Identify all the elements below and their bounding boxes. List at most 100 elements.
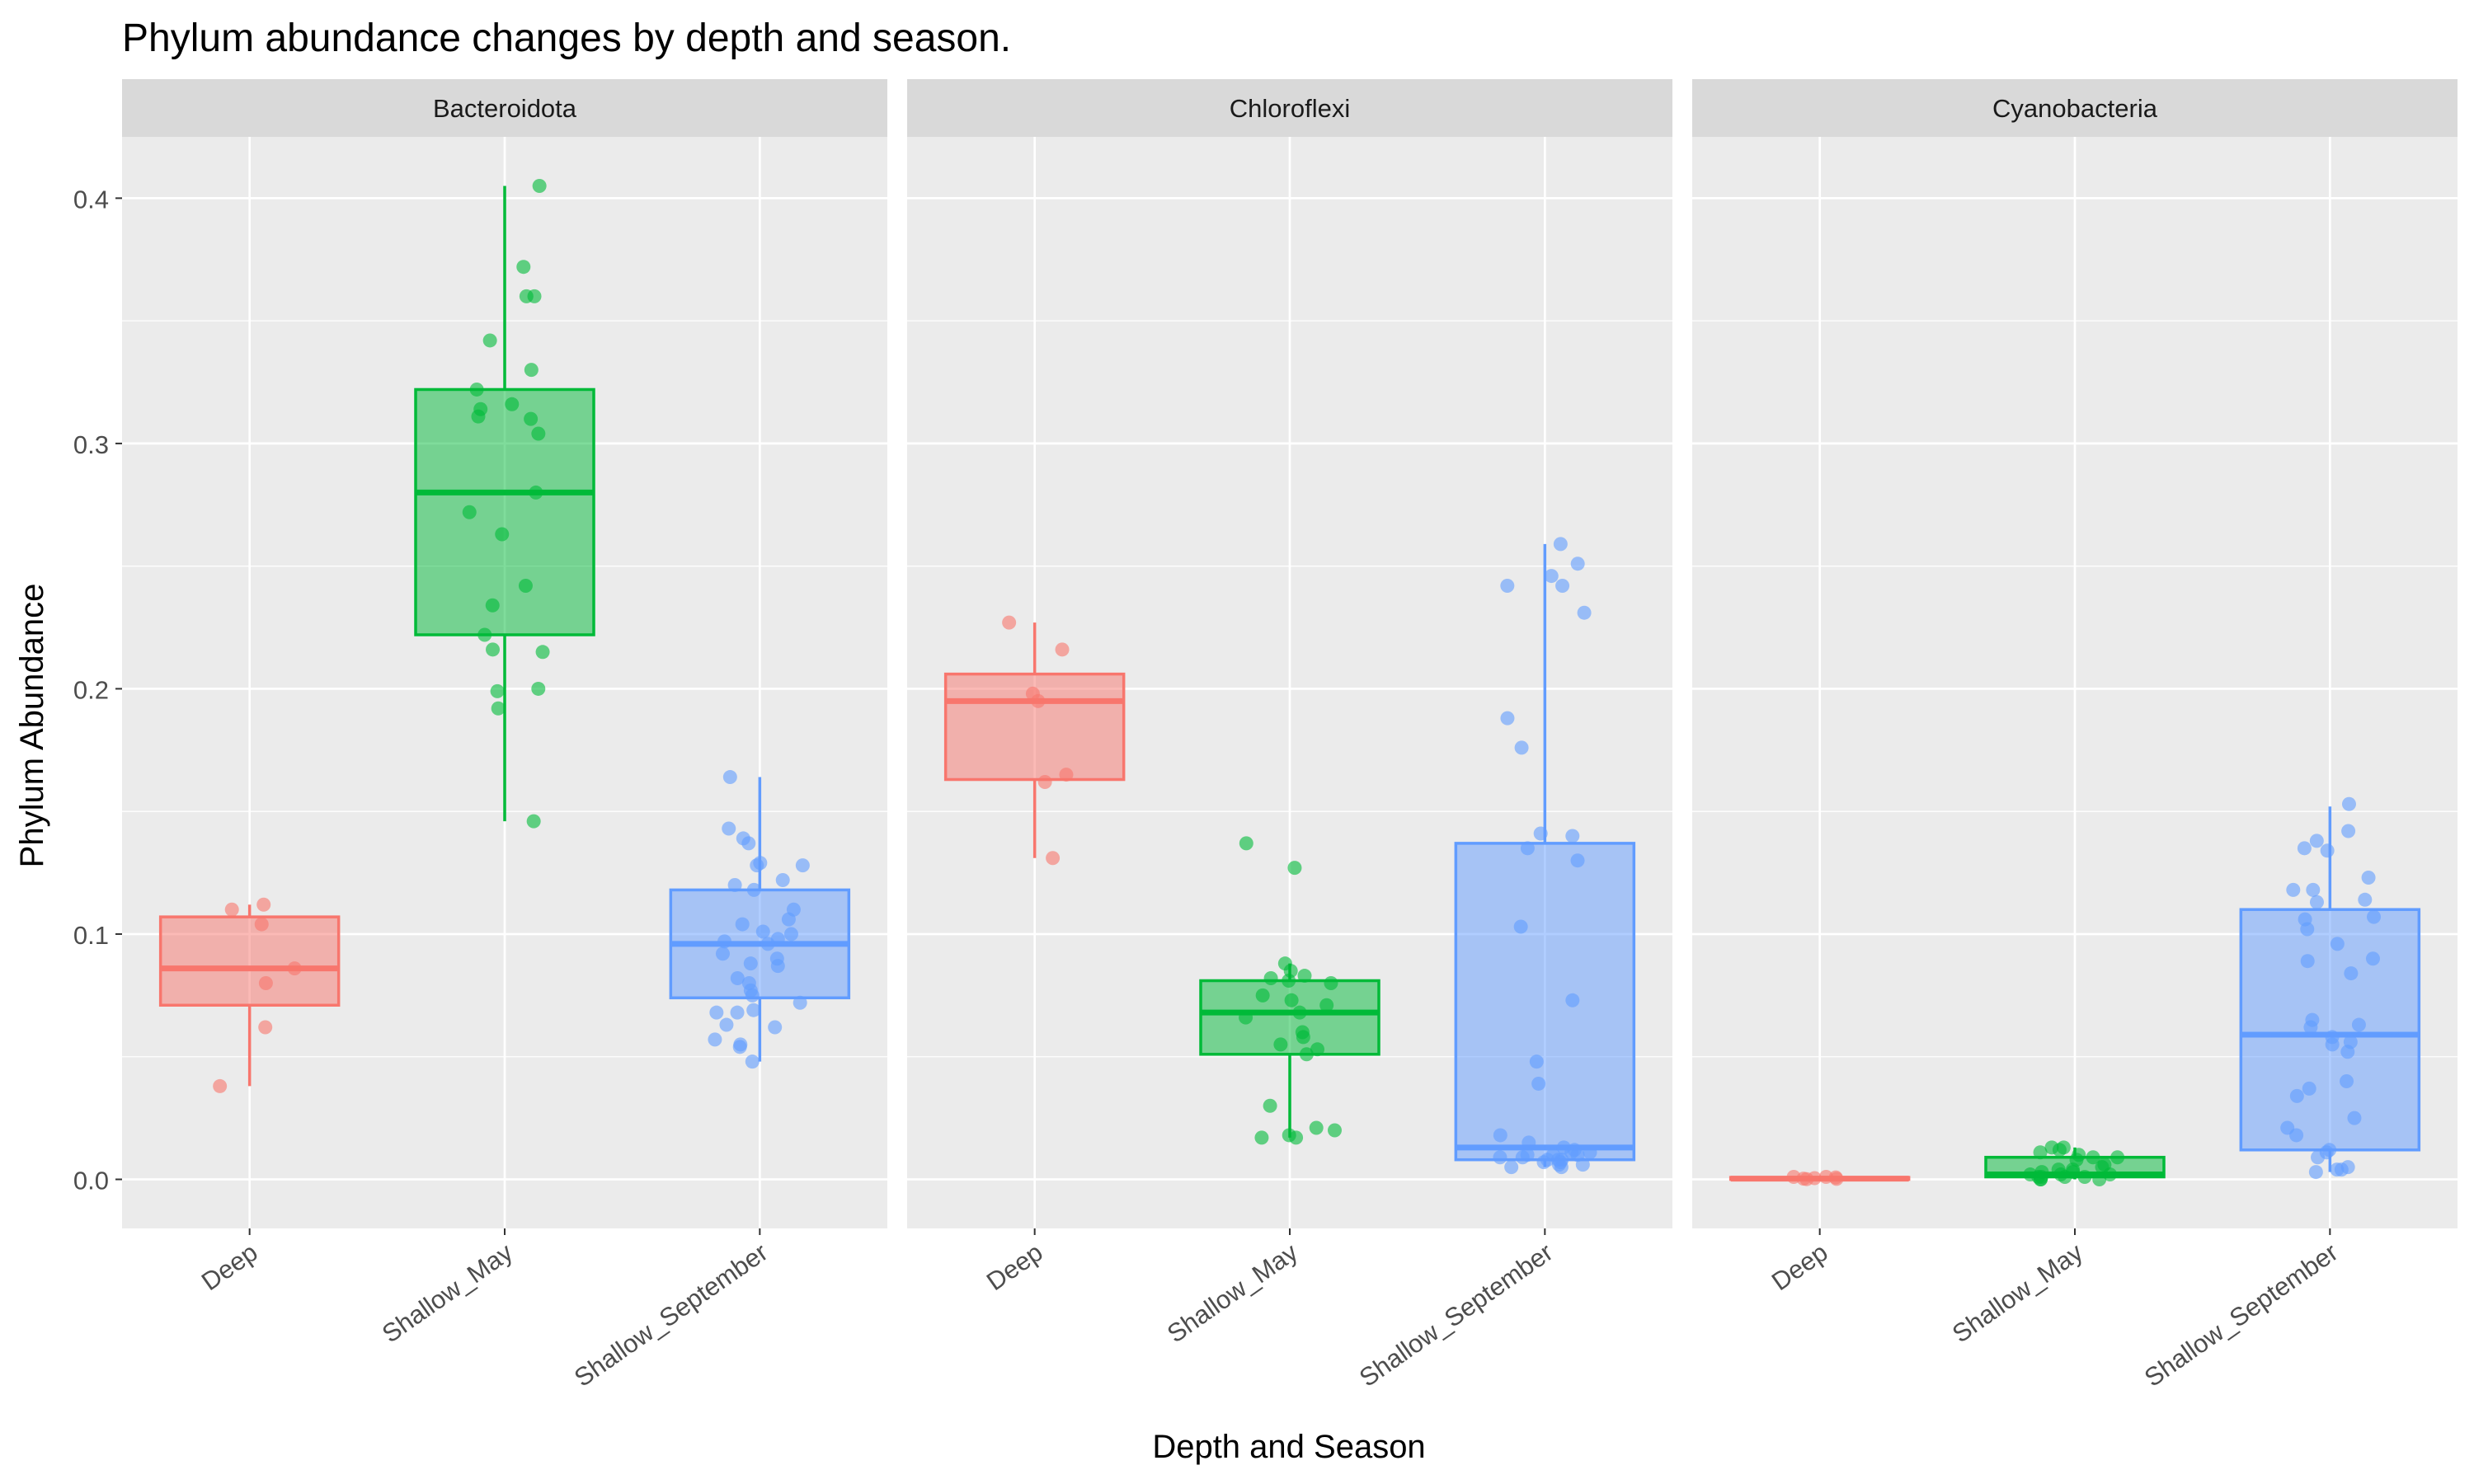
data-point — [2325, 1037, 2340, 1052]
data-point — [469, 382, 484, 397]
data-point — [1565, 829, 1580, 843]
data-point — [2077, 1170, 2092, 1185]
facet-strip — [122, 79, 887, 137]
data-point — [2367, 909, 2382, 924]
x-tick-label: Shallow_May — [377, 1237, 519, 1349]
data-point — [2297, 841, 2312, 856]
data-point — [793, 995, 807, 1010]
box-iqr — [1454, 842, 1636, 1162]
data-point — [719, 1017, 734, 1032]
data-point — [482, 333, 497, 348]
data-point — [1529, 1054, 1544, 1069]
data-point — [2341, 796, 2356, 811]
data-point — [2340, 1045, 2355, 1059]
data-point — [1292, 1005, 1307, 1020]
box-shallow-may — [414, 179, 595, 829]
data-point — [732, 1040, 747, 1054]
data-point — [715, 946, 730, 961]
chart-title: Phylum abundance changes by depth and se… — [122, 16, 1011, 60]
data-point — [2330, 937, 2345, 951]
data-point — [717, 934, 732, 949]
data-point — [775, 873, 790, 888]
data-point — [1553, 537, 1568, 552]
x-tick-label: Deep — [981, 1237, 1048, 1296]
data-point — [531, 426, 546, 441]
data-point — [1037, 774, 1052, 789]
data-point — [1513, 919, 1528, 934]
x-tick-label: Shallow_May — [1162, 1237, 1304, 1349]
data-point — [745, 988, 760, 1003]
data-point — [518, 578, 533, 593]
x-axis-title: Depth and Season — [1152, 1429, 1425, 1465]
data-point — [1046, 851, 1061, 866]
data-point — [1284, 993, 1299, 1007]
y-axis-title: Phylum Abundance — [14, 584, 50, 868]
data-point — [471, 409, 486, 424]
data-point — [1522, 1135, 1536, 1150]
box-iqr — [1199, 979, 1380, 1056]
data-point — [2034, 1172, 2048, 1186]
data-point — [1504, 1160, 1519, 1175]
data-point — [2320, 843, 2335, 858]
data-point — [1799, 1172, 1814, 1186]
data-point — [2340, 1073, 2354, 1088]
data-point — [2058, 1170, 2072, 1185]
box-deep — [1729, 1170, 1911, 1186]
x-tick-label: Shallow_September — [569, 1237, 773, 1392]
box-shallow-september — [1454, 537, 1636, 1175]
data-point — [1309, 1120, 1324, 1135]
data-point — [709, 1005, 724, 1020]
data-point — [287, 961, 302, 976]
data-point — [1533, 826, 1548, 841]
data-point — [768, 1020, 783, 1035]
data-point — [485, 598, 500, 613]
data-point — [1255, 988, 1270, 1003]
box-deep — [158, 897, 341, 1093]
data-point — [2052, 1143, 2067, 1158]
y-tick-label: 0.0 — [73, 1166, 109, 1195]
data-point — [1299, 1047, 1314, 1062]
box-shallow-september — [2239, 796, 2421, 1180]
facet-strip — [1692, 79, 2458, 137]
y-tick-label: 0.4 — [73, 185, 109, 214]
x-tick-label: Shallow_September — [1354, 1237, 1558, 1392]
data-point — [730, 971, 745, 986]
data-point — [1536, 1155, 1551, 1170]
data-point — [1555, 578, 1570, 593]
data-point — [722, 821, 736, 836]
data-point — [1239, 836, 1253, 851]
data-point — [1282, 973, 1296, 988]
facet-panel-bacteroidota: Bacteroidota Deep Shallow_May Shallow_Septe… — [122, 79, 887, 1392]
data-point — [1570, 556, 1585, 571]
data-point — [1289, 1130, 1304, 1145]
data-point — [2302, 1081, 2316, 1096]
data-point — [519, 289, 534, 303]
data-point — [2110, 1150, 2125, 1165]
data-point — [1829, 1172, 1844, 1186]
data-point — [1287, 861, 1302, 876]
data-point — [708, 1032, 722, 1047]
data-point — [491, 701, 506, 716]
data-point — [1239, 1010, 1253, 1025]
data-point — [2289, 1088, 2304, 1103]
data-point — [1500, 578, 1515, 593]
data-point — [224, 902, 239, 917]
data-point — [2309, 834, 2324, 848]
data-point — [1493, 1150, 1507, 1165]
data-point — [524, 363, 539, 378]
data-point — [2361, 871, 2376, 885]
data-point — [505, 397, 520, 411]
data-point — [2344, 966, 2359, 981]
box-shallow-may — [1984, 1140, 2166, 1186]
data-point — [2103, 1167, 2118, 1182]
x-tick-label: Shallow_September — [2139, 1237, 2343, 1392]
y-tick-label: 0.3 — [73, 430, 109, 459]
data-point — [2358, 892, 2373, 907]
data-point — [770, 959, 785, 974]
data-point — [2308, 1165, 2323, 1180]
data-point — [735, 917, 750, 932]
facet-strip-label: Chloroflexi — [1230, 94, 1350, 123]
data-point — [1493, 1128, 1507, 1143]
data-point — [783, 927, 798, 942]
